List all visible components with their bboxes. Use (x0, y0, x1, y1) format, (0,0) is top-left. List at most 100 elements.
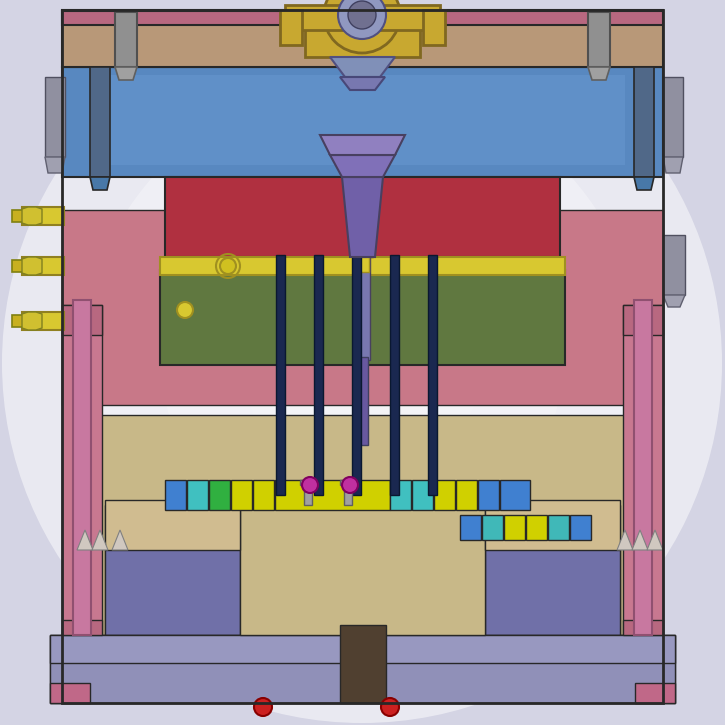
Bar (62, 10, 663, 703)
Bar (209, 480, 230, 510)
Polygon shape (45, 157, 65, 173)
Polygon shape (340, 77, 385, 90)
Bar (22, 207, 64, 225)
Polygon shape (22, 312, 42, 330)
Bar (352, 255, 361, 495)
Bar (423, 10, 445, 45)
Polygon shape (617, 530, 633, 550)
Bar (460, 515, 481, 540)
Ellipse shape (2, 3, 722, 723)
Bar (22, 257, 64, 275)
Bar (412, 480, 433, 510)
Bar (62, 620, 102, 635)
Polygon shape (22, 207, 42, 225)
Circle shape (254, 698, 272, 716)
Bar (634, 300, 652, 635)
Bar (115, 12, 137, 67)
Bar (548, 515, 569, 540)
Bar (434, 480, 455, 510)
Polygon shape (320, 135, 405, 155)
Bar (62, 210, 663, 405)
Ellipse shape (242, 243, 482, 483)
Bar (285, 5, 440, 30)
Polygon shape (663, 157, 683, 173)
Bar (62, 10, 663, 67)
Bar (352, 177, 373, 257)
Bar (240, 505, 485, 635)
Ellipse shape (82, 83, 642, 643)
Polygon shape (90, 177, 110, 190)
Bar (160, 257, 565, 275)
Bar (663, 77, 683, 157)
Circle shape (342, 477, 358, 493)
Polygon shape (330, 57, 395, 77)
Bar (305, 10, 420, 57)
Polygon shape (632, 530, 648, 550)
Bar (623, 305, 663, 335)
Circle shape (338, 0, 386, 39)
Bar (105, 505, 240, 635)
Bar (62, 67, 663, 177)
Bar (165, 177, 560, 257)
Polygon shape (115, 67, 137, 80)
Ellipse shape (162, 163, 562, 563)
Bar (526, 515, 547, 540)
Bar (456, 480, 477, 510)
Bar (340, 480, 356, 485)
Bar (300, 480, 316, 485)
Polygon shape (22, 257, 42, 275)
Polygon shape (647, 530, 663, 550)
Bar (634, 67, 654, 177)
Bar (105, 500, 240, 550)
Bar (275, 480, 390, 510)
Circle shape (348, 1, 376, 29)
Bar (390, 255, 399, 495)
Bar (50, 635, 675, 663)
Bar (50, 635, 90, 703)
Bar (165, 480, 186, 510)
Bar (482, 515, 503, 540)
Bar (12, 210, 26, 222)
Circle shape (381, 698, 399, 716)
Bar (12, 260, 26, 272)
Circle shape (220, 258, 236, 274)
Bar (635, 635, 675, 703)
Bar (62, 11, 663, 25)
Circle shape (177, 302, 193, 318)
Bar (12, 315, 26, 327)
Bar (160, 270, 565, 365)
Circle shape (302, 477, 318, 493)
Bar (304, 483, 312, 505)
Bar (478, 480, 499, 510)
Bar (90, 67, 110, 177)
Bar (357, 357, 368, 445)
Bar (500, 480, 530, 510)
Bar (50, 683, 90, 703)
Bar (623, 305, 663, 635)
Bar (187, 480, 208, 510)
Bar (340, 625, 386, 703)
Bar (355, 255, 370, 360)
Polygon shape (342, 177, 383, 257)
Polygon shape (634, 177, 654, 190)
Bar (588, 12, 610, 67)
Bar (280, 10, 302, 45)
Bar (105, 550, 245, 635)
Bar (100, 75, 625, 165)
Bar (73, 300, 91, 635)
Bar (253, 480, 274, 510)
Polygon shape (77, 530, 93, 550)
Polygon shape (330, 155, 395, 177)
Bar (663, 235, 685, 295)
Bar (50, 635, 675, 703)
Bar (231, 480, 252, 510)
Bar (100, 415, 625, 635)
Circle shape (324, 0, 400, 53)
Bar (62, 305, 102, 635)
Polygon shape (112, 530, 128, 550)
Bar (504, 515, 525, 540)
Bar (45, 77, 65, 157)
Bar (485, 505, 620, 635)
Polygon shape (588, 67, 610, 80)
Bar (635, 683, 675, 703)
